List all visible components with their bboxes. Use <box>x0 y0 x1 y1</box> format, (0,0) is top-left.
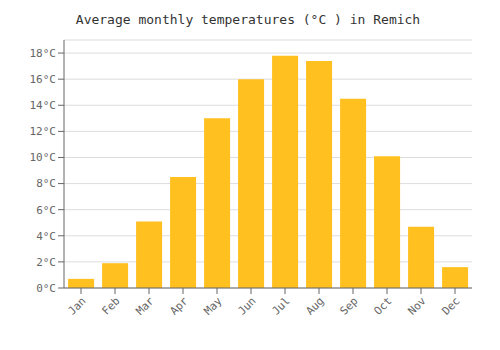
svg-text:Jan: Jan <box>65 294 88 317</box>
svg-text:16°C: 16°C <box>30 73 57 86</box>
svg-text:8°C: 8°C <box>36 177 56 190</box>
svg-text:Apr: Apr <box>167 294 191 318</box>
svg-text:Oct: Oct <box>371 294 394 317</box>
svg-text:Nov: Nov <box>405 294 429 318</box>
svg-text:10°C: 10°C <box>30 151 57 164</box>
svg-text:18°C: 18°C <box>30 47 57 60</box>
svg-text:Dec: Dec <box>439 294 462 317</box>
svg-text:Aug: Aug <box>303 294 326 317</box>
svg-text:14°C: 14°C <box>30 99 57 112</box>
svg-text:Mar: Mar <box>133 294 157 318</box>
svg-text:4°C: 4°C <box>36 230 56 243</box>
svg-text:Feb: Feb <box>99 294 122 317</box>
svg-text:0°C: 0°C <box>36 282 56 295</box>
svg-text:Sep: Sep <box>337 294 360 317</box>
svg-text:May: May <box>201 294 225 318</box>
svg-text:12°C: 12°C <box>30 125 57 138</box>
svg-text:2°C: 2°C <box>36 256 56 269</box>
svg-text:Jul: Jul <box>269 294 292 317</box>
svg-text:6°C: 6°C <box>36 204 56 217</box>
html-text:Average monthly temperatures (: Average monthly temperatures (°C ) in Re… <box>75 12 421 27</box>
svg-text:Jun: Jun <box>235 294 258 317</box>
